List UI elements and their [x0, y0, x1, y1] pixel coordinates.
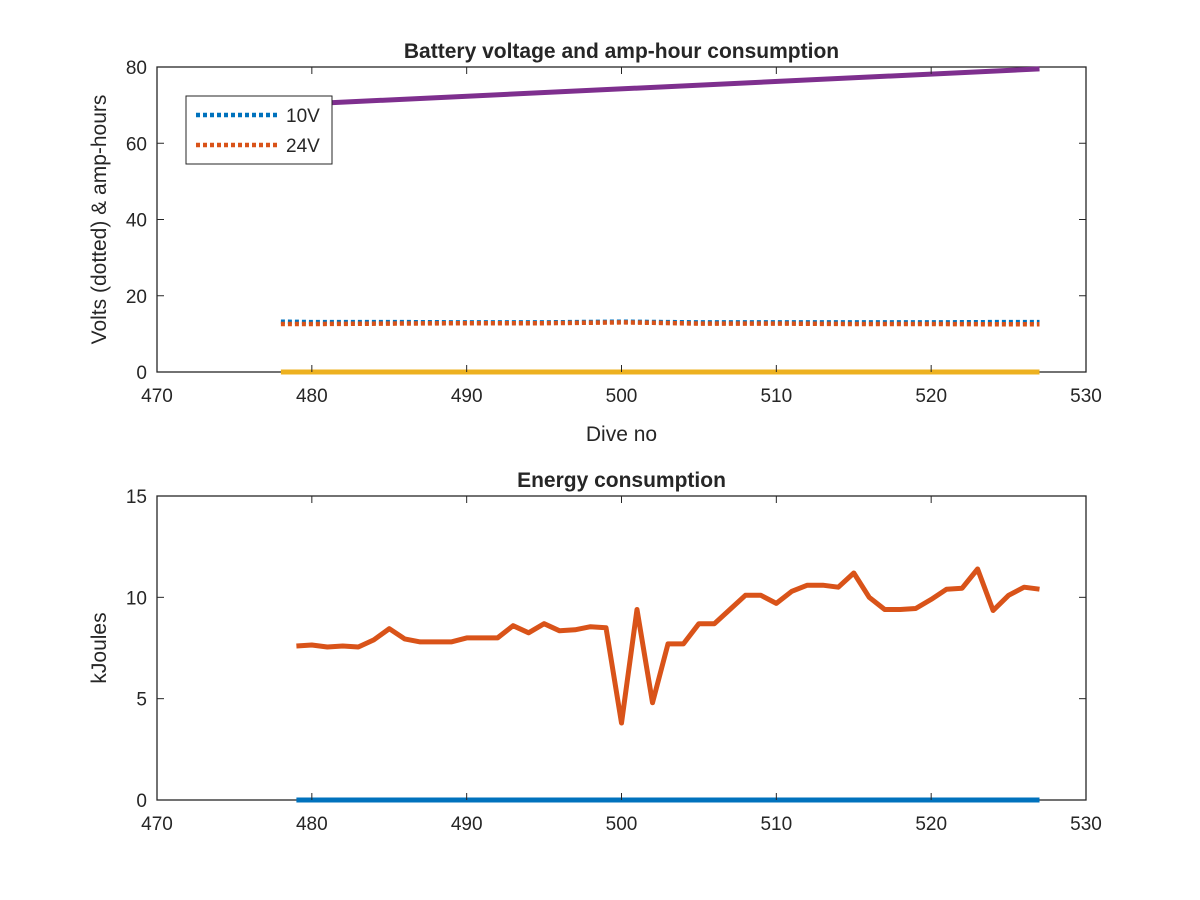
y-tick-label: 10 [126, 588, 147, 609]
y-axis-label: Volts (dotted) & amp-hours [88, 95, 111, 345]
x-tick-label: 490 [451, 386, 483, 407]
y-tick-label: 15 [126, 487, 147, 508]
x-tick-label: 520 [915, 814, 947, 835]
y-axis-label: kJoules [88, 612, 111, 683]
y-tick-label: 40 [126, 211, 147, 232]
chart-title: Battery voltage and amp-hour consumption [404, 40, 839, 63]
y-tick-label: 60 [126, 134, 147, 155]
x-tick-label: 470 [141, 386, 173, 407]
y-tick-label: 0 [136, 363, 147, 384]
x-tick-label: 470 [141, 814, 173, 835]
y-tick-label: 20 [126, 287, 147, 308]
x-tick-label: 480 [296, 386, 328, 407]
legend-box [185, 95, 333, 165]
plot-area [296, 566, 1040, 803]
y-tick-label: 5 [136, 690, 147, 711]
chart-1: 470 480 490 500 510 520 530 0 20 40 60 80 Battery vo… [88, 40, 1102, 446]
series-4-line [280, 66, 1040, 108]
x-tick-label: 500 [606, 386, 638, 407]
x-tick-label: 530 [1070, 386, 1102, 407]
x-tick-label: 480 [296, 814, 328, 835]
chart-title: Energy consumption [517, 469, 726, 492]
y-tick-label: 0 [136, 791, 147, 812]
x-axis-label: Dive no [586, 423, 657, 446]
axes-frame [156, 495, 1087, 801]
plot-area [280, 66, 1040, 375]
legend-label-10v: 10V [286, 106, 320, 127]
x-tick-label: 510 [760, 814, 792, 835]
y-tick-label: 80 [126, 58, 147, 79]
x-tick-label: 500 [606, 814, 638, 835]
series-2-line [296, 566, 1040, 726]
x-tick-label: 520 [915, 386, 947, 407]
x-tick-label: 490 [451, 814, 483, 835]
legend-label-24v: 24V [286, 136, 320, 157]
x-tick-label: 510 [760, 386, 792, 407]
series-24v-line [280, 320, 1040, 327]
x-tick-label: 530 [1070, 814, 1102, 835]
